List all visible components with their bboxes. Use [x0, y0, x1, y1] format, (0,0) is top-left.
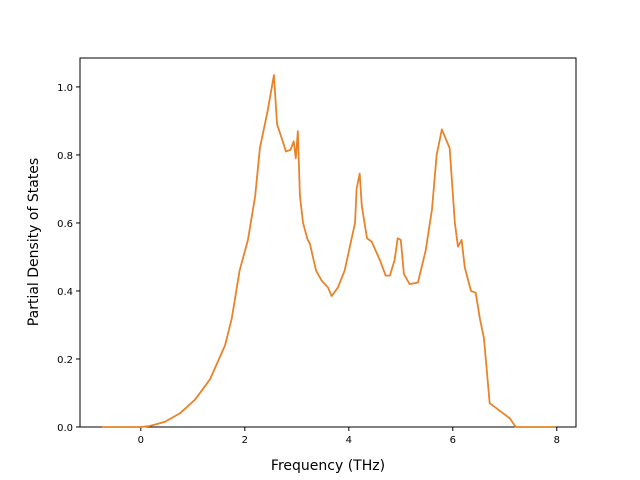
y-tick-label: 0.4	[57, 287, 73, 298]
plot-frame	[79, 57, 577, 428]
x-tick-label: 4	[346, 435, 352, 446]
x-tick-label: 0	[138, 435, 144, 446]
data-line	[101, 74, 556, 428]
x-tick-label: 8	[554, 435, 560, 446]
y-axis-label: Partial Density of States	[26, 158, 42, 326]
y-tick-label: 1.0	[57, 83, 73, 94]
y-tick-label: 0.8	[57, 151, 73, 162]
x-axis-label: Frequency (THz)	[271, 458, 385, 474]
x-tick-label: 2	[242, 435, 248, 446]
y-tick-label: 0.6	[57, 219, 73, 230]
x-tick-label: 6	[450, 435, 456, 446]
y-tick-label: 0.2	[57, 355, 73, 366]
y-tick-label: 0.0	[57, 423, 73, 434]
